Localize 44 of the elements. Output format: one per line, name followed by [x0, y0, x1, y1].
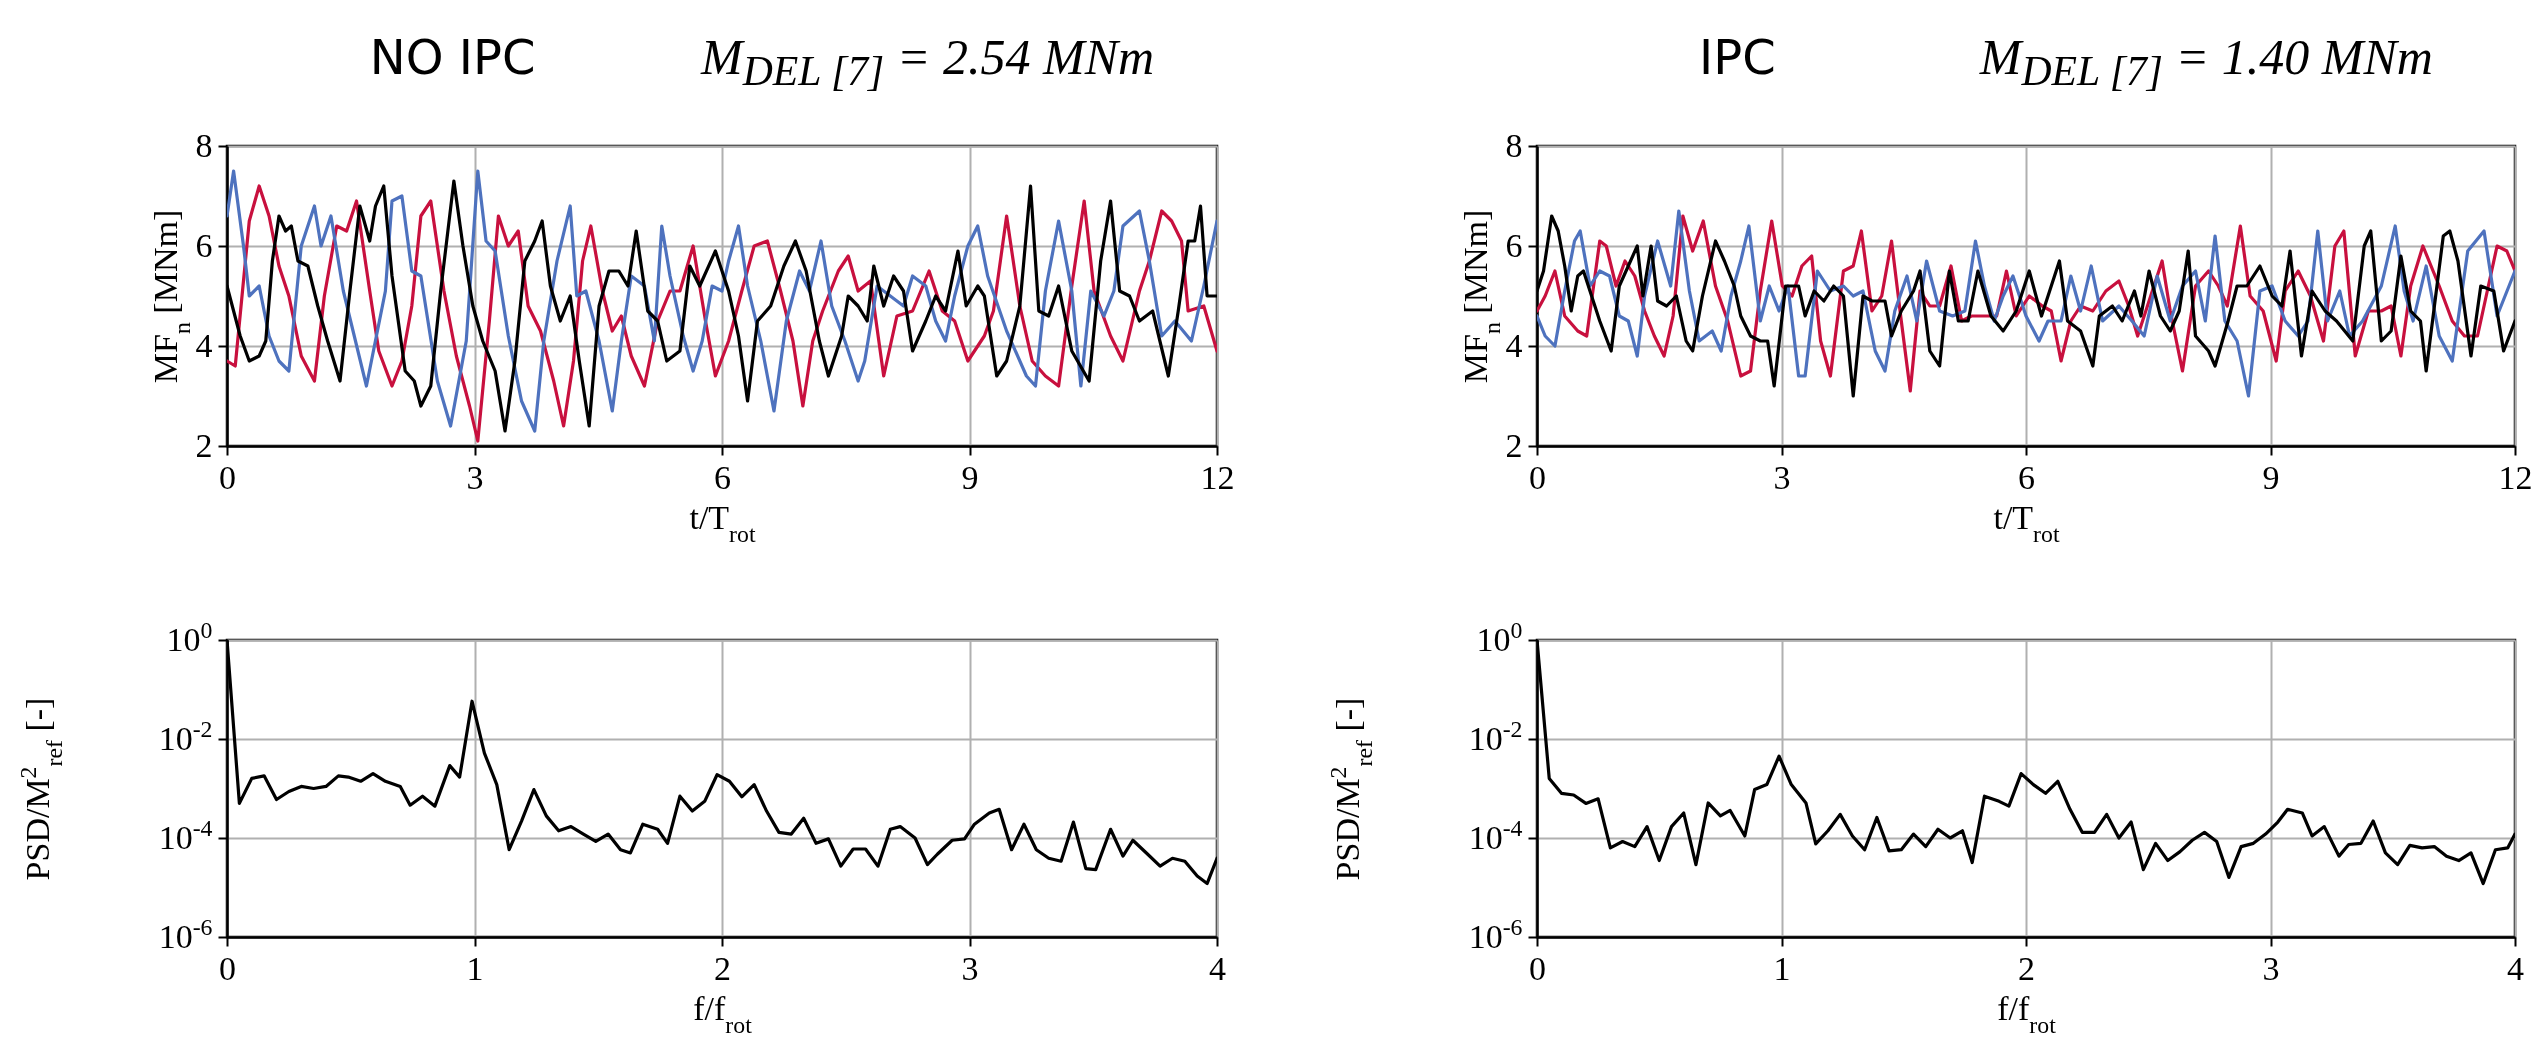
y-tick-label: 10$^{0}$: [166, 616, 213, 658]
y-tick-label: 2: [1505, 426, 1523, 464]
x-tick-label: 3: [2262, 949, 2280, 987]
y-tick-label: 10$^{-6}$: [1468, 913, 1523, 955]
chart-title: IPC: [1699, 29, 1776, 85]
chart-subtitle: M$_{DEL [7]}$ = 2.54 MNm: [701, 28, 1155, 95]
x-tick-label: 4: [2507, 949, 2524, 987]
x-axis-title: t/T$_{rot}$: [689, 498, 756, 547]
x-tick-label: 2: [2018, 949, 2035, 987]
x-tick-label: 3: [466, 458, 484, 496]
chart-subtitle: M$_{DEL [7]}$ = 1.40 MNm: [1979, 28, 2433, 95]
y-tick-label: 10$^{0}$: [1476, 616, 1523, 658]
y-tick-label: 4: [195, 326, 213, 364]
x-tick-label: 0: [219, 949, 236, 987]
x-axis-title: f/f$_{rot}$: [693, 989, 753, 1038]
y-tick-label: 6: [195, 226, 213, 264]
y-tick-label: 8: [195, 126, 213, 164]
y-tick-label: 10$^{-2}$: [1468, 715, 1523, 757]
y-tick-label: 4: [1505, 326, 1523, 364]
x-tick-label: 1: [466, 949, 484, 987]
x-tick-label: 1: [1773, 949, 1791, 987]
x-tick-label: 3: [961, 949, 979, 987]
y-tick-label: 10$^{-6}$: [158, 913, 213, 955]
x-tick-label: 9: [2262, 458, 2280, 496]
chart-title: NO IPC: [369, 29, 536, 85]
x-tick-label: 0: [1529, 949, 1546, 987]
y-tick-label: 10$^{-2}$: [158, 715, 213, 757]
y-tick-label: 10$^{-4}$: [158, 814, 213, 856]
x-tick-label: 0: [219, 458, 236, 496]
x-tick-label: 6: [714, 458, 731, 496]
x-axis-title: f/f$_{rot}$: [1997, 989, 2057, 1038]
x-tick-label: 0: [1529, 458, 1546, 496]
y-tick-label: 10$^{-4}$: [1468, 814, 1523, 856]
x-tick-label: 3: [1773, 458, 1791, 496]
x-tick-label: 2: [714, 949, 731, 987]
x-tick-label: 6: [2018, 458, 2035, 496]
y-tick-label: 6: [1505, 226, 1523, 264]
y-tick-label: 8: [1505, 126, 1523, 164]
x-tick-label: 4: [1209, 949, 1226, 987]
x-tick-label: 12: [2498, 458, 2533, 496]
x-tick-label: 12: [1200, 458, 1235, 496]
y-tick-label: 2: [195, 426, 213, 464]
x-axis-title: t/T$_{rot}$: [1993, 498, 2060, 547]
x-tick-label: 9: [961, 458, 979, 496]
